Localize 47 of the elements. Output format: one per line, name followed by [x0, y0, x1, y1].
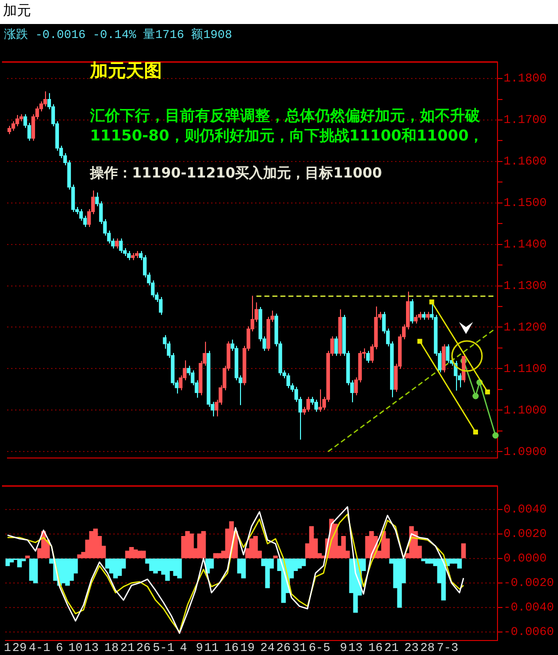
x-tick-label: 11: [204, 640, 219, 655]
x-tick-label: 23: [404, 640, 419, 655]
x-tick-label: 13: [84, 640, 99, 655]
y-tick-label: 1.1400: [504, 238, 547, 252]
x-tick-label: 5-1: [152, 640, 174, 655]
y-tick-label: 0.0000: [504, 552, 547, 566]
y-tick-label: 1.1800: [504, 72, 547, 86]
y-tick-label: 1.1300: [504, 278, 547, 293]
y-tick-label: 1.1200: [504, 320, 547, 334]
x-tick-label: 31: [292, 640, 307, 655]
y-tick-label: 1.1100: [504, 362, 547, 376]
x-tick-label: 10: [68, 640, 83, 655]
x-tick-label: 6-5: [308, 640, 330, 655]
x-tick-label: 1: [4, 640, 12, 655]
x-tick-label: 4-1: [28, 640, 50, 655]
x-tick-label: 9: [196, 640, 204, 655]
x-tick-label: 9: [340, 640, 348, 655]
y-tick-label: 1.0900: [504, 444, 547, 459]
x-tick-label: 28: [420, 640, 435, 655]
y-tick-label: 0.0020: [504, 527, 547, 542]
x-tick-label: 21: [384, 640, 399, 655]
chart-subtitle: 涨跌 -0.0016 -0.14% 量1716 额1908: [4, 27, 232, 43]
y-tick-label: -0.0040: [504, 600, 554, 615]
x-tick-label: 26: [136, 640, 151, 655]
x-tick-label: 29: [12, 640, 27, 655]
x-tick-label: 13: [348, 640, 363, 655]
x-tick-label: 16: [224, 640, 239, 655]
x-tick-label: 24: [260, 640, 275, 655]
chart-title: 加元: [3, 2, 31, 20]
x-tick-label: 19: [240, 640, 255, 655]
annotation: 加元天图: [89, 60, 162, 82]
x-tick-label: 7-3: [436, 640, 458, 655]
annotation: 汇价下行，目前有反弹调整，总体仍然偏好加元，如不升破11150-80，则仍利好加元，向下挑战11100和11000，: [89, 106, 484, 144]
y-tick-label: 1.1000: [504, 403, 547, 418]
x-tick-label: 18: [104, 640, 119, 655]
y-tick-label: 1.1600: [504, 154, 547, 169]
y-tick-label: -0.0060: [504, 625, 554, 640]
x-tick-label: 21: [120, 640, 135, 655]
y-tick-label: 0.0040: [504, 502, 547, 516]
x-tick-label: 16: [368, 640, 383, 655]
annotation: 操作：11190-11210买入加元，目标11000: [89, 166, 382, 182]
x-tick-label: 6: [56, 640, 64, 655]
y-tick-label: 1.1700: [504, 113, 547, 128]
y-tick-label: 1.1500: [504, 196, 547, 210]
x-tick-label: 4: [180, 640, 188, 655]
x-tick-label: 26: [276, 640, 291, 655]
y-tick-label: -0.0020: [504, 576, 554, 590]
